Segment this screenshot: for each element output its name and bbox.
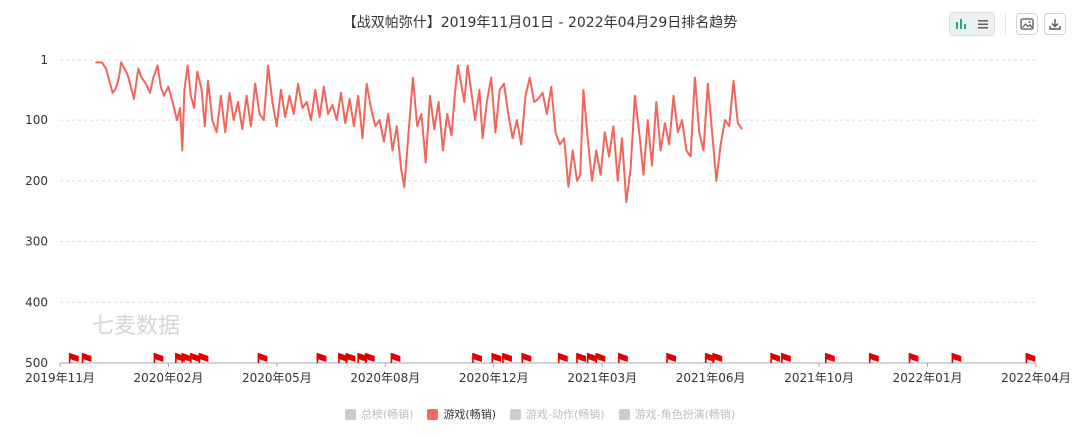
flag-icon: [1026, 353, 1036, 362]
flag-icon: [596, 353, 606, 362]
event-flag: [868, 353, 879, 363]
event-flag: [68, 353, 79, 363]
event-flag: [345, 353, 356, 363]
x-tick-label: 2020年12月: [459, 371, 529, 385]
event-flag: [472, 353, 482, 363]
event-flag: [364, 353, 375, 363]
event-flag: [502, 353, 512, 363]
event-flag: [81, 353, 92, 363]
flag-icon: [82, 353, 92, 362]
flag-icon: [154, 353, 164, 362]
event-flag: [824, 353, 835, 363]
flag-icon: [558, 353, 568, 362]
x-tick-label: 2022年01月: [893, 371, 963, 385]
y-tick-label: 500: [25, 356, 48, 370]
series-line-game-grossing: [95, 61, 743, 204]
event-flag: [491, 353, 502, 363]
view-toggle[interactable]: [949, 12, 995, 36]
download-icon[interactable]: [1044, 13, 1066, 35]
event-flag: [908, 353, 919, 363]
flag-icon: [713, 353, 723, 362]
image-download-icon[interactable]: [1016, 13, 1038, 35]
flag-icon: [618, 353, 628, 362]
event-flag: [576, 353, 586, 363]
list-icon[interactable]: [972, 13, 994, 35]
bar-chart-icon[interactable]: [950, 13, 972, 35]
grid-lines: [60, 59, 1036, 303]
legend-swatch: [344, 408, 356, 420]
flag-icon: [825, 353, 835, 362]
event-flag: [617, 353, 628, 363]
x-tick-label: 2020年05月: [242, 371, 312, 385]
event-flag: [1025, 353, 1036, 363]
event-flag: [770, 353, 781, 363]
flag-icon: [317, 353, 327, 362]
event-flag: [257, 353, 268, 363]
flag-icon: [69, 353, 79, 362]
legend-item-rpg-grossing[interactable]: 游戏-角色扮演(畅销): [618, 406, 735, 422]
flag-icon: [522, 353, 532, 362]
flag-icon: [258, 353, 268, 362]
y-tick-label: 1: [40, 53, 48, 67]
x-tick-label: 2021年03月: [567, 371, 637, 385]
chart-toolbar: [949, 12, 1066, 36]
legend-swatch: [618, 408, 630, 420]
legend-item-game-grossing[interactable]: 游戏(畅销): [427, 406, 496, 422]
event-flag: [181, 353, 192, 363]
event-flag: [198, 353, 209, 363]
y-tick-label: 300: [25, 235, 48, 249]
y-tick-label: 100: [25, 113, 48, 127]
toolbar-divider: [1005, 14, 1006, 34]
event-flag: [190, 353, 200, 363]
flag-icon: [587, 353, 597, 362]
x-tick-label: 2020年08月: [350, 371, 420, 385]
event-flag: [521, 353, 532, 363]
flag-icon: [952, 353, 962, 362]
x-tick-label: 2021年10月: [784, 371, 854, 385]
flag-icon: [771, 353, 781, 362]
x-tick-label: 2021年06月: [676, 371, 746, 385]
flag-icon: [576, 353, 586, 362]
legend-item-total-grossing[interactable]: 总榜(畅销): [344, 406, 413, 422]
x-tick-label: 2020年02月: [134, 371, 204, 385]
event-flag: [595, 353, 606, 363]
flag-icon: [346, 353, 356, 362]
flag-icon: [182, 353, 192, 362]
flag-icon: [502, 353, 512, 362]
chart-title: 【战双帕弥什】2019年11月01日 - 2022年04月29日排名趋势: [342, 15, 738, 31]
flag-icon: [472, 353, 482, 362]
y-axis-labels: 1 100 200 300 400 500: [25, 53, 48, 370]
event-flag: [586, 353, 597, 363]
event-flag: [666, 353, 677, 363]
event-flag: [951, 353, 962, 363]
event-flag: [316, 353, 327, 363]
legend: 总榜(畅销) 游戏(畅销) 游戏-动作(畅销) 游戏-角色扮演(畅销): [0, 406, 1080, 422]
event-flags: [68, 353, 1036, 363]
event-flag: [153, 353, 164, 363]
legend-item-action-grossing[interactable]: 游戏-动作(畅销): [510, 406, 605, 422]
watermark: 七麦数据: [92, 314, 180, 339]
flag-icon: [492, 353, 502, 362]
flag-icon: [365, 353, 375, 362]
x-tick-label: 2019年11月: [25, 371, 95, 385]
y-tick-label: 200: [25, 174, 48, 188]
event-flag: [781, 353, 791, 363]
event-flag: [390, 353, 401, 363]
legend-swatch: [510, 408, 522, 420]
x-tick-label: 2022年04月: [1001, 371, 1071, 385]
flag-icon: [667, 353, 677, 362]
legend-swatch: [427, 408, 439, 420]
flag-icon: [869, 353, 879, 362]
x-axis-labels: 2019年11月 2020年02月 2020年05月 2020年08月 2020年12月…: [25, 363, 1071, 385]
event-flag: [557, 353, 568, 363]
flag-icon: [781, 353, 791, 362]
flag-icon: [190, 353, 200, 362]
flag-icon: [909, 353, 919, 362]
y-tick-label: 400: [25, 295, 48, 309]
flag-icon: [199, 353, 209, 362]
event-flag: [712, 353, 723, 363]
flag-icon: [391, 353, 401, 362]
